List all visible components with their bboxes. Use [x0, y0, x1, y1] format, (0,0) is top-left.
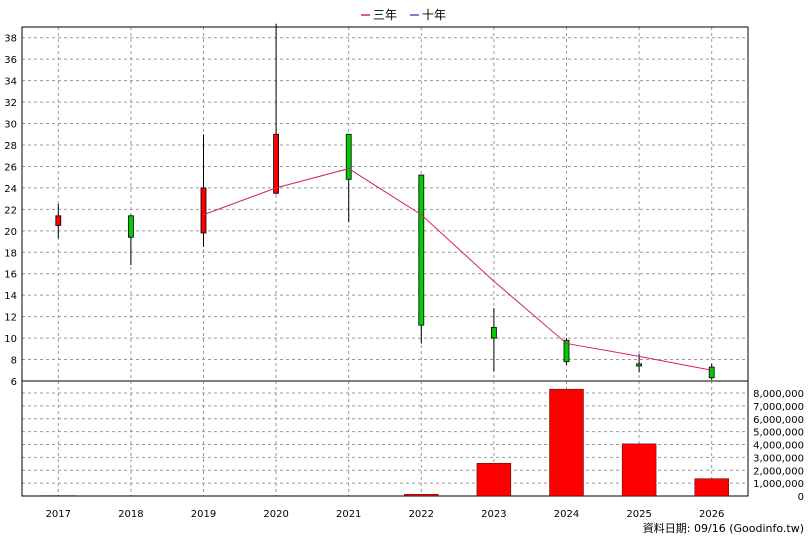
x-tick-label: 2017 — [46, 509, 71, 520]
price-tick-label: 30 — [4, 120, 17, 131]
x-tick-label: 2025 — [626, 509, 651, 520]
price-tick-label: 32 — [4, 98, 17, 109]
volume-tick-label: 7,000,000 — [753, 402, 804, 413]
price-tick-label: 12 — [4, 313, 17, 324]
candle-body — [636, 363, 642, 367]
volume-tick-label: 0 — [798, 492, 804, 503]
volume-tick-label: 5,000,000 — [753, 428, 804, 439]
moving-average-line — [203, 168, 712, 371]
x-tick-label: 2021 — [336, 509, 361, 520]
volume-tick-label: 8,000,000 — [753, 389, 804, 400]
candle-body — [708, 366, 715, 379]
legend-label-10yr: 十年 — [422, 8, 446, 22]
candle-body — [127, 215, 134, 238]
data-date-credit: 資料日期: 09/16 (Goodinfo.tw) — [643, 521, 804, 535]
x-tick-label: 2022 — [409, 509, 434, 520]
volume-bar — [621, 443, 657, 497]
price-tick-label: 16 — [4, 270, 17, 281]
price-axis-ticks: 6 8 10 12 14 16 18 20 22 24 26 28 30 32 34 36 38 — [4, 34, 17, 388]
price-tick-label: 26 — [4, 162, 17, 173]
price-tick-label: 38 — [4, 34, 17, 45]
price-tick-label: 34 — [4, 77, 17, 88]
candle-body — [200, 187, 207, 234]
volume-tick-label: 6,000,000 — [753, 415, 804, 426]
price-tick-label: 8 — [11, 356, 17, 367]
volume-bar — [404, 494, 439, 497]
price-tick-label: 10 — [4, 334, 17, 345]
candle-body — [490, 326, 497, 339]
price-tick-label: 18 — [4, 248, 17, 259]
x-tick-label: 2024 — [554, 509, 579, 520]
ma-line-3yr — [203, 168, 712, 371]
legend-label-3yr: 三年 — [373, 8, 397, 22]
volume-tick-label: 1,000,000 — [753, 479, 804, 490]
price-tick-label: 24 — [4, 184, 17, 195]
candle-body — [273, 133, 280, 194]
price-tick-label: 22 — [4, 205, 17, 216]
x-axis-ticks: 2017 2018 2019 2020 2021 2022 2023 2024 2025 2026 — [46, 509, 725, 520]
x-tick-label: 2018 — [118, 509, 143, 520]
legend: 三年 十年 — [361, 8, 446, 22]
volume-bar — [549, 388, 584, 497]
x-tick-label: 2023 — [481, 509, 506, 520]
volume-plot-frame — [21, 380, 749, 497]
price-tick-label: 14 — [4, 291, 17, 302]
price-tick-label: 6 — [11, 377, 17, 388]
candle-body — [418, 174, 425, 326]
volume-tick-label: 2,000,000 — [753, 466, 804, 477]
price-tick-label: 20 — [4, 227, 17, 238]
candle-body — [345, 133, 352, 180]
volume-bars — [41, 388, 729, 497]
price-tick-label: 36 — [4, 55, 17, 66]
candlesticks — [55, 23, 715, 380]
price-tick-label: 28 — [4, 141, 17, 152]
x-tick-label: 2026 — [699, 509, 724, 520]
volume-tick-label: 4,000,000 — [753, 441, 804, 452]
candle-body — [563, 339, 570, 363]
volume-tick-label: 3,000,000 — [753, 453, 804, 464]
volume-bar — [694, 478, 729, 497]
x-tick-label: 2020 — [263, 509, 288, 520]
volume-bar — [476, 462, 512, 497]
x-tick-label: 2019 — [191, 509, 216, 520]
candle-body — [55, 215, 62, 226]
